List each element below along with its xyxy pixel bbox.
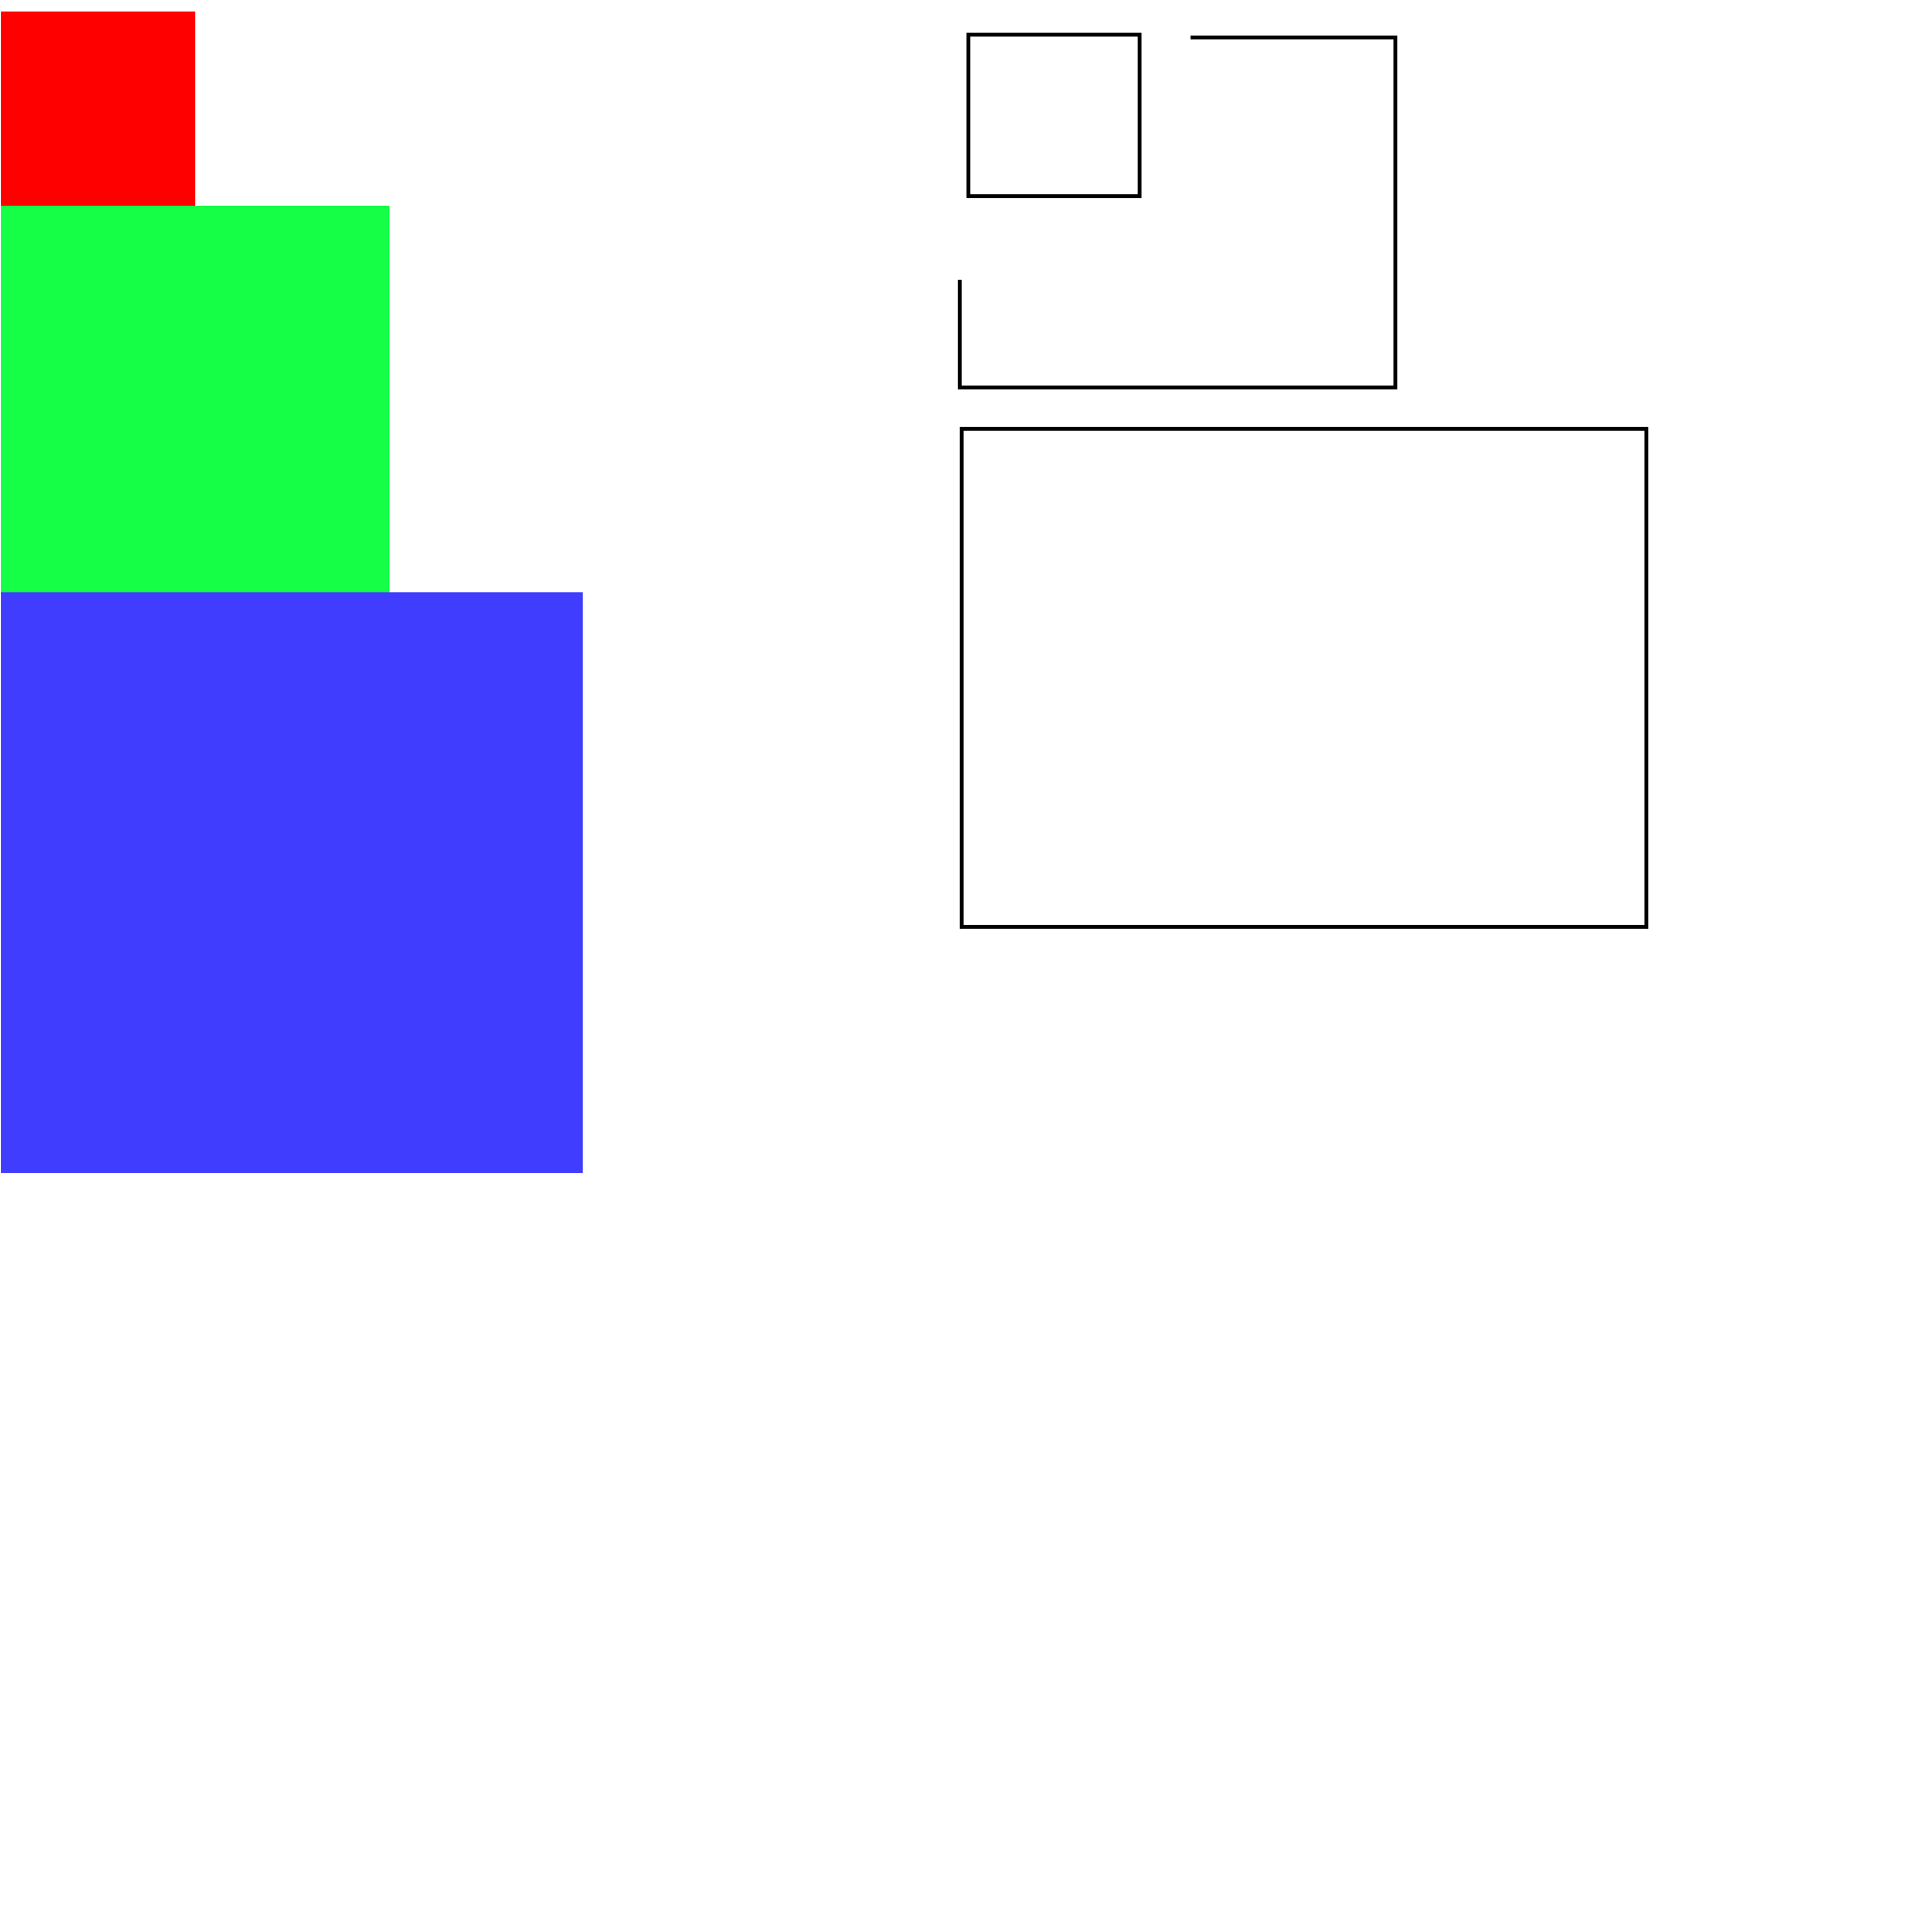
red-square-block xyxy=(1,12,195,206)
open-bracket-outline xyxy=(958,36,1397,389)
blue-square-block xyxy=(1,592,583,1173)
green-square-block xyxy=(1,206,389,592)
large-rectangle-outline xyxy=(960,427,1648,929)
small-square-outline xyxy=(966,33,1142,198)
